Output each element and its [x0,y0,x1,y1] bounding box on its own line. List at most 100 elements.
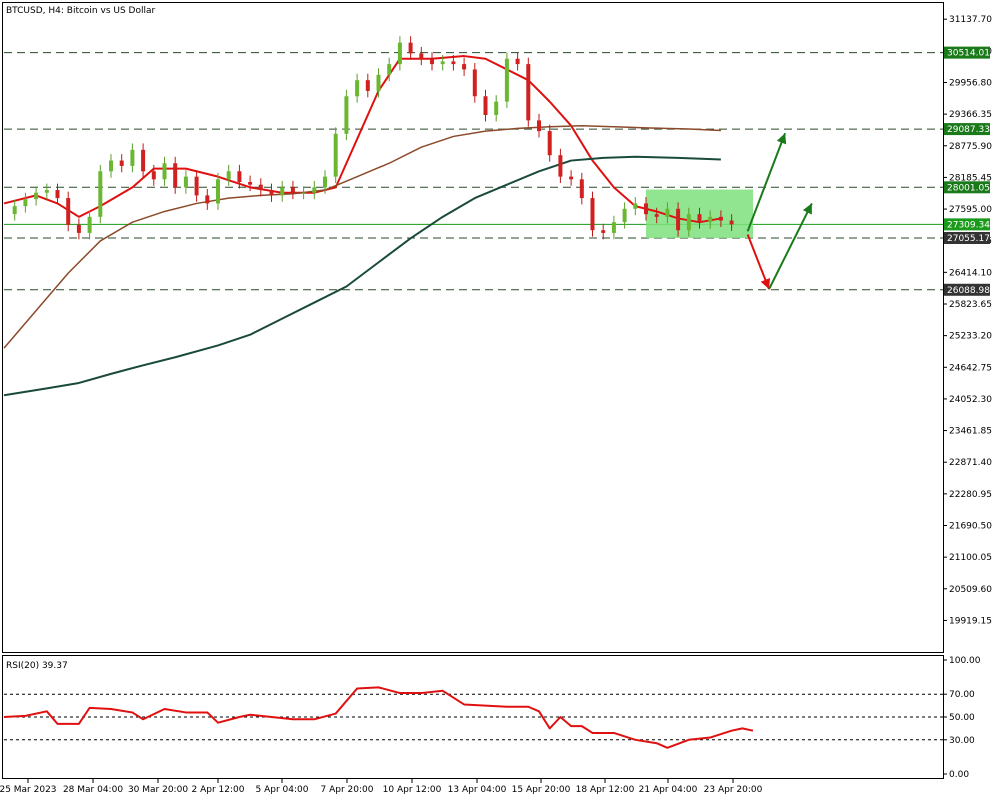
candle-body [387,64,392,75]
x-tick-label: 28 Mar 04:00 [63,785,123,795]
y-tick-label: 25823.65 [949,300,992,310]
candle-body [526,64,531,121]
candle-body [344,96,349,134]
candle-body [248,181,253,185]
y-tick-label: 20509.60 [949,585,992,595]
candle-body [537,120,541,132]
y-tick-label: 22871.40 [949,458,992,468]
candle-body [34,192,39,200]
candle-body [633,203,638,209]
x-tick-label: 30 Mar 20:00 [128,785,188,795]
candle-body [430,58,434,65]
candle-body [333,133,338,177]
candle-body [686,214,691,231]
level-tag [944,181,990,194]
candle-body [109,160,113,172]
candle-body [654,214,659,217]
candle-body [718,216,723,221]
candle-body [376,74,381,91]
y-tick-label: 28775.90 [949,142,992,152]
x-tick-label: 18 Apr 12:00 [576,785,635,795]
rsi-tick-label: 70.00 [949,690,975,700]
level-lines: 30514.01 29087.33 28001.05 27055.17 26088.98… [4,46,990,296]
level-label: 29087.33 [947,125,990,135]
y-tick-label: 29366.35 [949,110,992,120]
candle-body [622,208,627,223]
y-tick-label: 26414.10 [949,268,992,278]
chart-title: BTCUSD, H4: Bitcoin vs US Dollar [6,6,155,16]
y-axis-ticks: 31137.7030547.4029956.8029366.3528775.90… [943,15,992,626]
rsi-tick-label: 0.00 [949,770,969,780]
y-tick-label: 25233.20 [949,332,992,342]
candle-body [579,179,584,199]
candle-body [312,187,317,193]
candle-body [151,171,156,180]
candle-body [558,155,563,177]
rsi-line [3,686,754,749]
candle-body [12,206,17,215]
y-tick-label: 27595.00 [949,205,992,215]
candle-body [462,64,467,70]
arrow-head [776,133,787,145]
candle-body [44,190,49,193]
rsi-tick-label: 30.00 [949,736,975,746]
x-tick-label: 5 Apr 04:00 [256,785,309,795]
candle-body [66,198,71,225]
candle-body [130,149,135,166]
candle-body [258,184,263,191]
candle-body [183,176,188,188]
candle-body [76,224,81,233]
projection-arrows [746,132,813,290]
rsi-label: RSI(20) 39.37 [6,661,68,671]
x-axis-ticks: 25 Mar 2023 28 Mar 04:00 30 Mar 20:00 2 Apr… [0,779,763,795]
x-tick-label: 21 Apr 04:00 [639,785,698,795]
candle-body [472,69,477,97]
level-label: 30514.01 [947,49,990,59]
arrow-head [760,278,771,290]
candle-body [162,163,167,180]
y-tick-label: 24052.30 [949,395,992,405]
moving-average-line [3,124,721,349]
price-series [12,36,734,240]
level-tag [944,283,990,296]
candle-body [504,58,509,102]
candle-body [494,101,499,116]
candle-body [419,53,424,59]
candle-body [611,222,616,233]
x-tick-label: 15 Apr 20:00 [512,785,571,795]
level-tag [944,231,990,244]
candle-body [569,176,574,180]
candle-body [708,216,713,223]
main-panel-frame [2,2,944,653]
level-label: 27055.17 [947,234,990,244]
y-tick-label: 21690.50 [949,521,992,531]
candle-body [23,199,28,207]
candle-body [408,42,413,54]
x-tick-label: 10 Apr 12:00 [383,785,442,795]
y-tick-label: 23461.85 [949,427,992,437]
candle-body [440,61,445,65]
y-tick-label: 28185.45 [949,173,992,183]
rsi-indicator: 100.00 70.00 50.00 30.00 0.00 [3,656,981,780]
current-price-tag [944,218,990,231]
candle-body [483,96,488,116]
candle-body [290,187,295,193]
candle-body [515,58,520,65]
candle-body [226,171,231,180]
candle-body [173,163,178,188]
rsi-tick-label: 50.00 [949,713,975,723]
x-tick-label: 13 Apr 04:00 [448,785,507,795]
candle-body [644,203,648,215]
candle-body [590,198,595,231]
candle-body [601,230,606,233]
candle-body [451,61,456,65]
candle-body [216,179,220,204]
y-tick-label: 31137.70 [949,15,992,25]
level-tag [944,46,990,59]
candle-body [205,195,210,204]
arrow-shaft [768,202,813,290]
candle-body [301,192,306,194]
candle-body [141,149,146,172]
candle-body [194,176,199,196]
